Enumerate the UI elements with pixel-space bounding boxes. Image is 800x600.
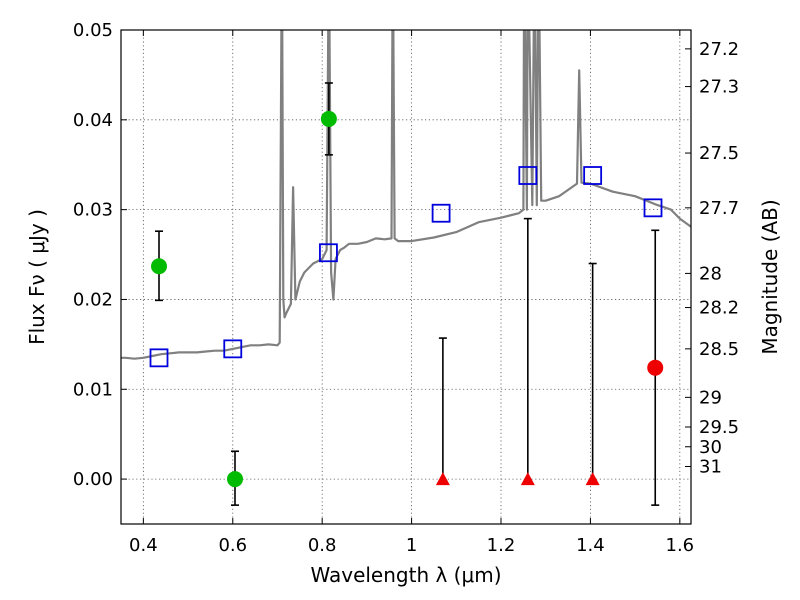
right-tick-label: 29.5 xyxy=(699,417,739,438)
spectrum-line xyxy=(121,30,691,360)
y-tick-label: 0.01 xyxy=(73,379,113,400)
data-point-triangle xyxy=(520,472,535,486)
right-tick-label: 28 xyxy=(699,263,722,284)
data-point-triangle xyxy=(435,472,450,486)
right-tick-label: 27.5 xyxy=(699,143,739,164)
photometry-markers xyxy=(149,82,664,506)
x-tick-label: 0.8 xyxy=(308,535,337,556)
x-tick-label: 1.6 xyxy=(666,535,695,556)
x-tick-label: 0.4 xyxy=(129,535,158,556)
right-tick-label: 30 xyxy=(699,437,722,458)
data-point-triangle xyxy=(585,472,600,486)
right-tick-label: 27.3 xyxy=(699,77,739,98)
data-point-square xyxy=(643,198,663,218)
data-point-square xyxy=(319,243,338,263)
y-axis-label: Flux Fν ( μJy ) xyxy=(25,209,49,345)
y-tick-label: 0.03 xyxy=(73,200,113,221)
x-tick-label: 1 xyxy=(406,535,417,556)
y-tick-label: 0.05 xyxy=(73,20,113,41)
x-tick-label: 0.6 xyxy=(218,535,247,556)
data-point-square xyxy=(583,166,603,185)
y-tick-label: 0.02 xyxy=(73,289,113,310)
data-point-circle xyxy=(151,258,167,275)
data-point-square xyxy=(431,203,451,223)
axis-ticks: 0.4 0.6 0.8 1 1.2 1.4 1.6 0.00 0.01 0.02 0.03 0.04 0… xyxy=(73,20,739,556)
data-point-square xyxy=(518,166,538,185)
x-axis-label: Wavelength λ (μm) xyxy=(310,563,501,587)
y-tick-label: 0.00 xyxy=(73,469,113,490)
x-tick-label: 1.2 xyxy=(487,535,516,556)
data-point-square xyxy=(149,348,169,368)
right-tick-label: 28.2 xyxy=(699,298,739,319)
data-point-square xyxy=(223,339,243,359)
data-point-circle xyxy=(320,110,337,127)
x-tick-label: 1.4 xyxy=(576,535,605,556)
right-tick-label: 28.5 xyxy=(699,339,739,360)
right-tick-label: 29 xyxy=(699,387,722,408)
data-point-circle xyxy=(647,359,664,376)
right-tick-label: 31 xyxy=(699,457,722,478)
model-spectrum xyxy=(121,30,691,360)
grid-lines xyxy=(121,29,691,524)
data-point-circle xyxy=(227,471,243,488)
y-tick-label: 0.04 xyxy=(73,110,113,131)
right-axis-label: Magnitude (AB) xyxy=(758,199,782,354)
right-tick-label: 27.2 xyxy=(699,39,739,60)
plot-frame xyxy=(120,29,692,525)
right-tick-label: 27.7 xyxy=(699,198,739,219)
